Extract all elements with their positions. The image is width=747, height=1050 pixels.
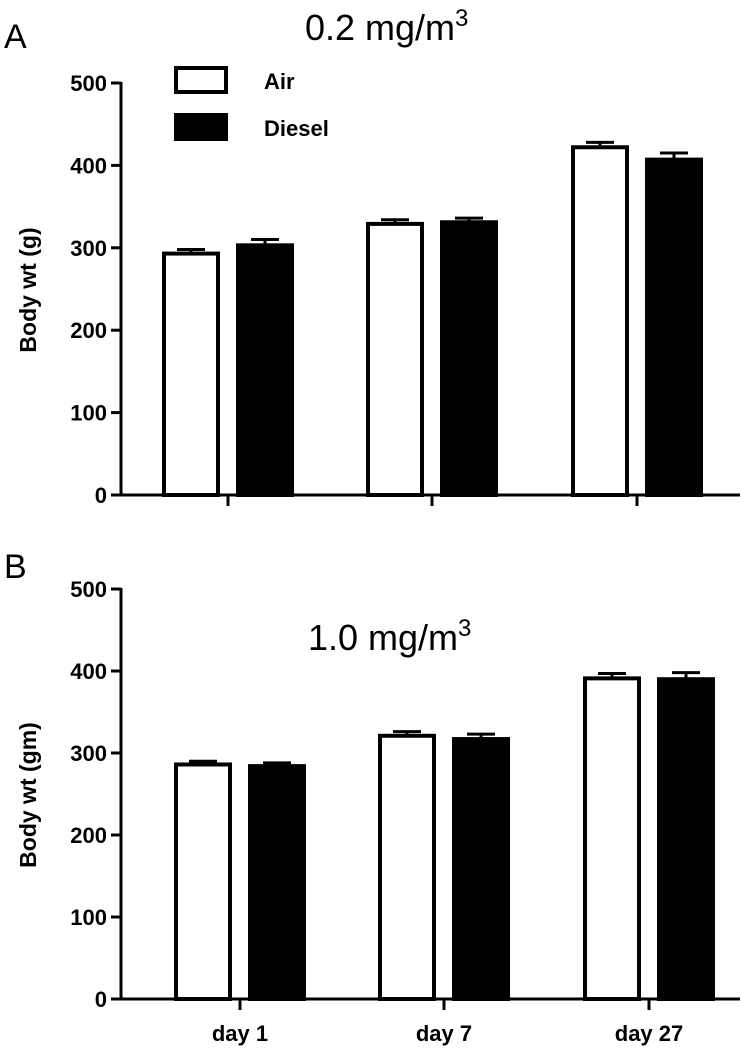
y-tick-label: 100 (70, 905, 107, 930)
panel-b-y-axis-label: Body wt (gm) (15, 722, 41, 868)
bar-diesel (452, 737, 510, 1001)
panel-b-title: 1.0 mg/m3 (308, 615, 471, 658)
y-tick-label: 100 (70, 401, 107, 426)
y-tick-label: 400 (70, 659, 107, 684)
y-tick-label: 300 (70, 741, 107, 766)
x-category-label: day 7 (416, 1021, 472, 1046)
bar-air (162, 251, 220, 497)
bar-diesel (657, 677, 715, 1001)
bar-air (378, 733, 436, 1002)
panel-a: A 0.2 mg/m3 Body wt (g) 0 100 200 300 400 500… (4, 5, 740, 508)
y-tick-label: 0 (95, 483, 107, 508)
legend-swatch-diesel (174, 113, 228, 141)
panel-a-title: 0.2 mg/m3 (305, 5, 468, 48)
y-tick-label: 300 (70, 236, 107, 261)
legend-label-diesel: Diesel (264, 116, 329, 141)
panel-letter-a: A (4, 18, 27, 56)
bar-diesel (440, 220, 498, 497)
y-tick-label: 500 (70, 577, 107, 602)
y-tick-label: 500 (70, 71, 107, 96)
y-tick-label: 400 (70, 153, 107, 178)
bar-air (571, 145, 629, 497)
bar-air (366, 221, 424, 498)
legend-label-air: Air (264, 69, 295, 94)
panel-a-y-axis-label: Body wt (g) (15, 227, 41, 352)
x-category-label: day 1 (212, 1021, 268, 1046)
bar-diesel (645, 157, 703, 498)
panel-b: B 1.0 mg/m3 Body wt (gm) 0 100 200 300 400 50… (4, 548, 740, 1046)
bar-air (583, 676, 641, 1001)
y-tick-label: 200 (70, 318, 107, 343)
x-category-label: day 27 (615, 1021, 684, 1046)
legend-swatch-air (174, 66, 228, 94)
y-tick-label: 0 (95, 987, 107, 1012)
panel-letter-b: B (4, 548, 27, 586)
bar-diesel (248, 764, 306, 1001)
bar-diesel (236, 243, 294, 497)
bar-air (174, 762, 232, 1001)
y-tick-label: 200 (70, 823, 107, 848)
